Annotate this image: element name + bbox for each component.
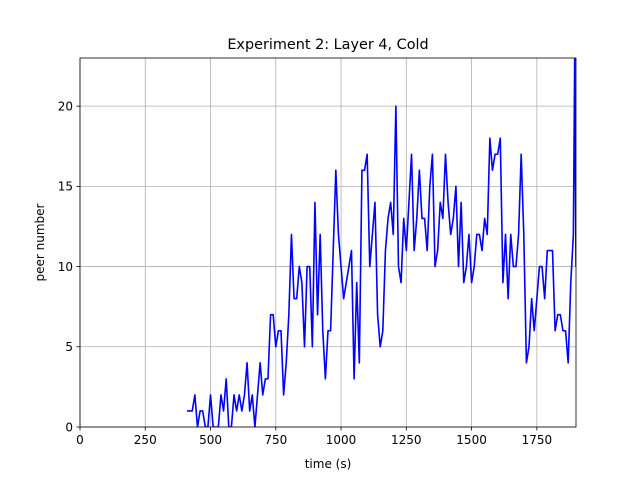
axis-ticks: 0 250 500 750 1000 1250 1500 1750 0 5 10 15 20 xyxy=(58,99,552,447)
y-tick-label: 0 xyxy=(65,420,73,434)
y-tick-label: 10 xyxy=(58,260,73,274)
x-tick-label: 750 xyxy=(264,433,287,447)
y-axis-label: peer number xyxy=(33,203,47,281)
x-tick-label: 250 xyxy=(134,433,157,447)
y-tick-label: 5 xyxy=(65,340,73,354)
x-axis-label: time (s) xyxy=(305,457,352,471)
x-tick-label: 1000 xyxy=(326,433,357,447)
series-line-0 xyxy=(187,58,576,427)
x-tick-label: 500 xyxy=(199,433,222,447)
series-layer xyxy=(187,58,576,427)
y-tick-label: 15 xyxy=(58,180,73,194)
x-tick-label: 0 xyxy=(76,433,84,447)
y-tick-label: 20 xyxy=(58,99,73,113)
x-tick-label: 1500 xyxy=(456,433,487,447)
chart-title: Experiment 2: Layer 4, Cold xyxy=(227,37,428,53)
x-tick-label: 1250 xyxy=(391,433,422,447)
x-tick-label: 1750 xyxy=(522,433,553,447)
plot-frame xyxy=(79,57,577,428)
